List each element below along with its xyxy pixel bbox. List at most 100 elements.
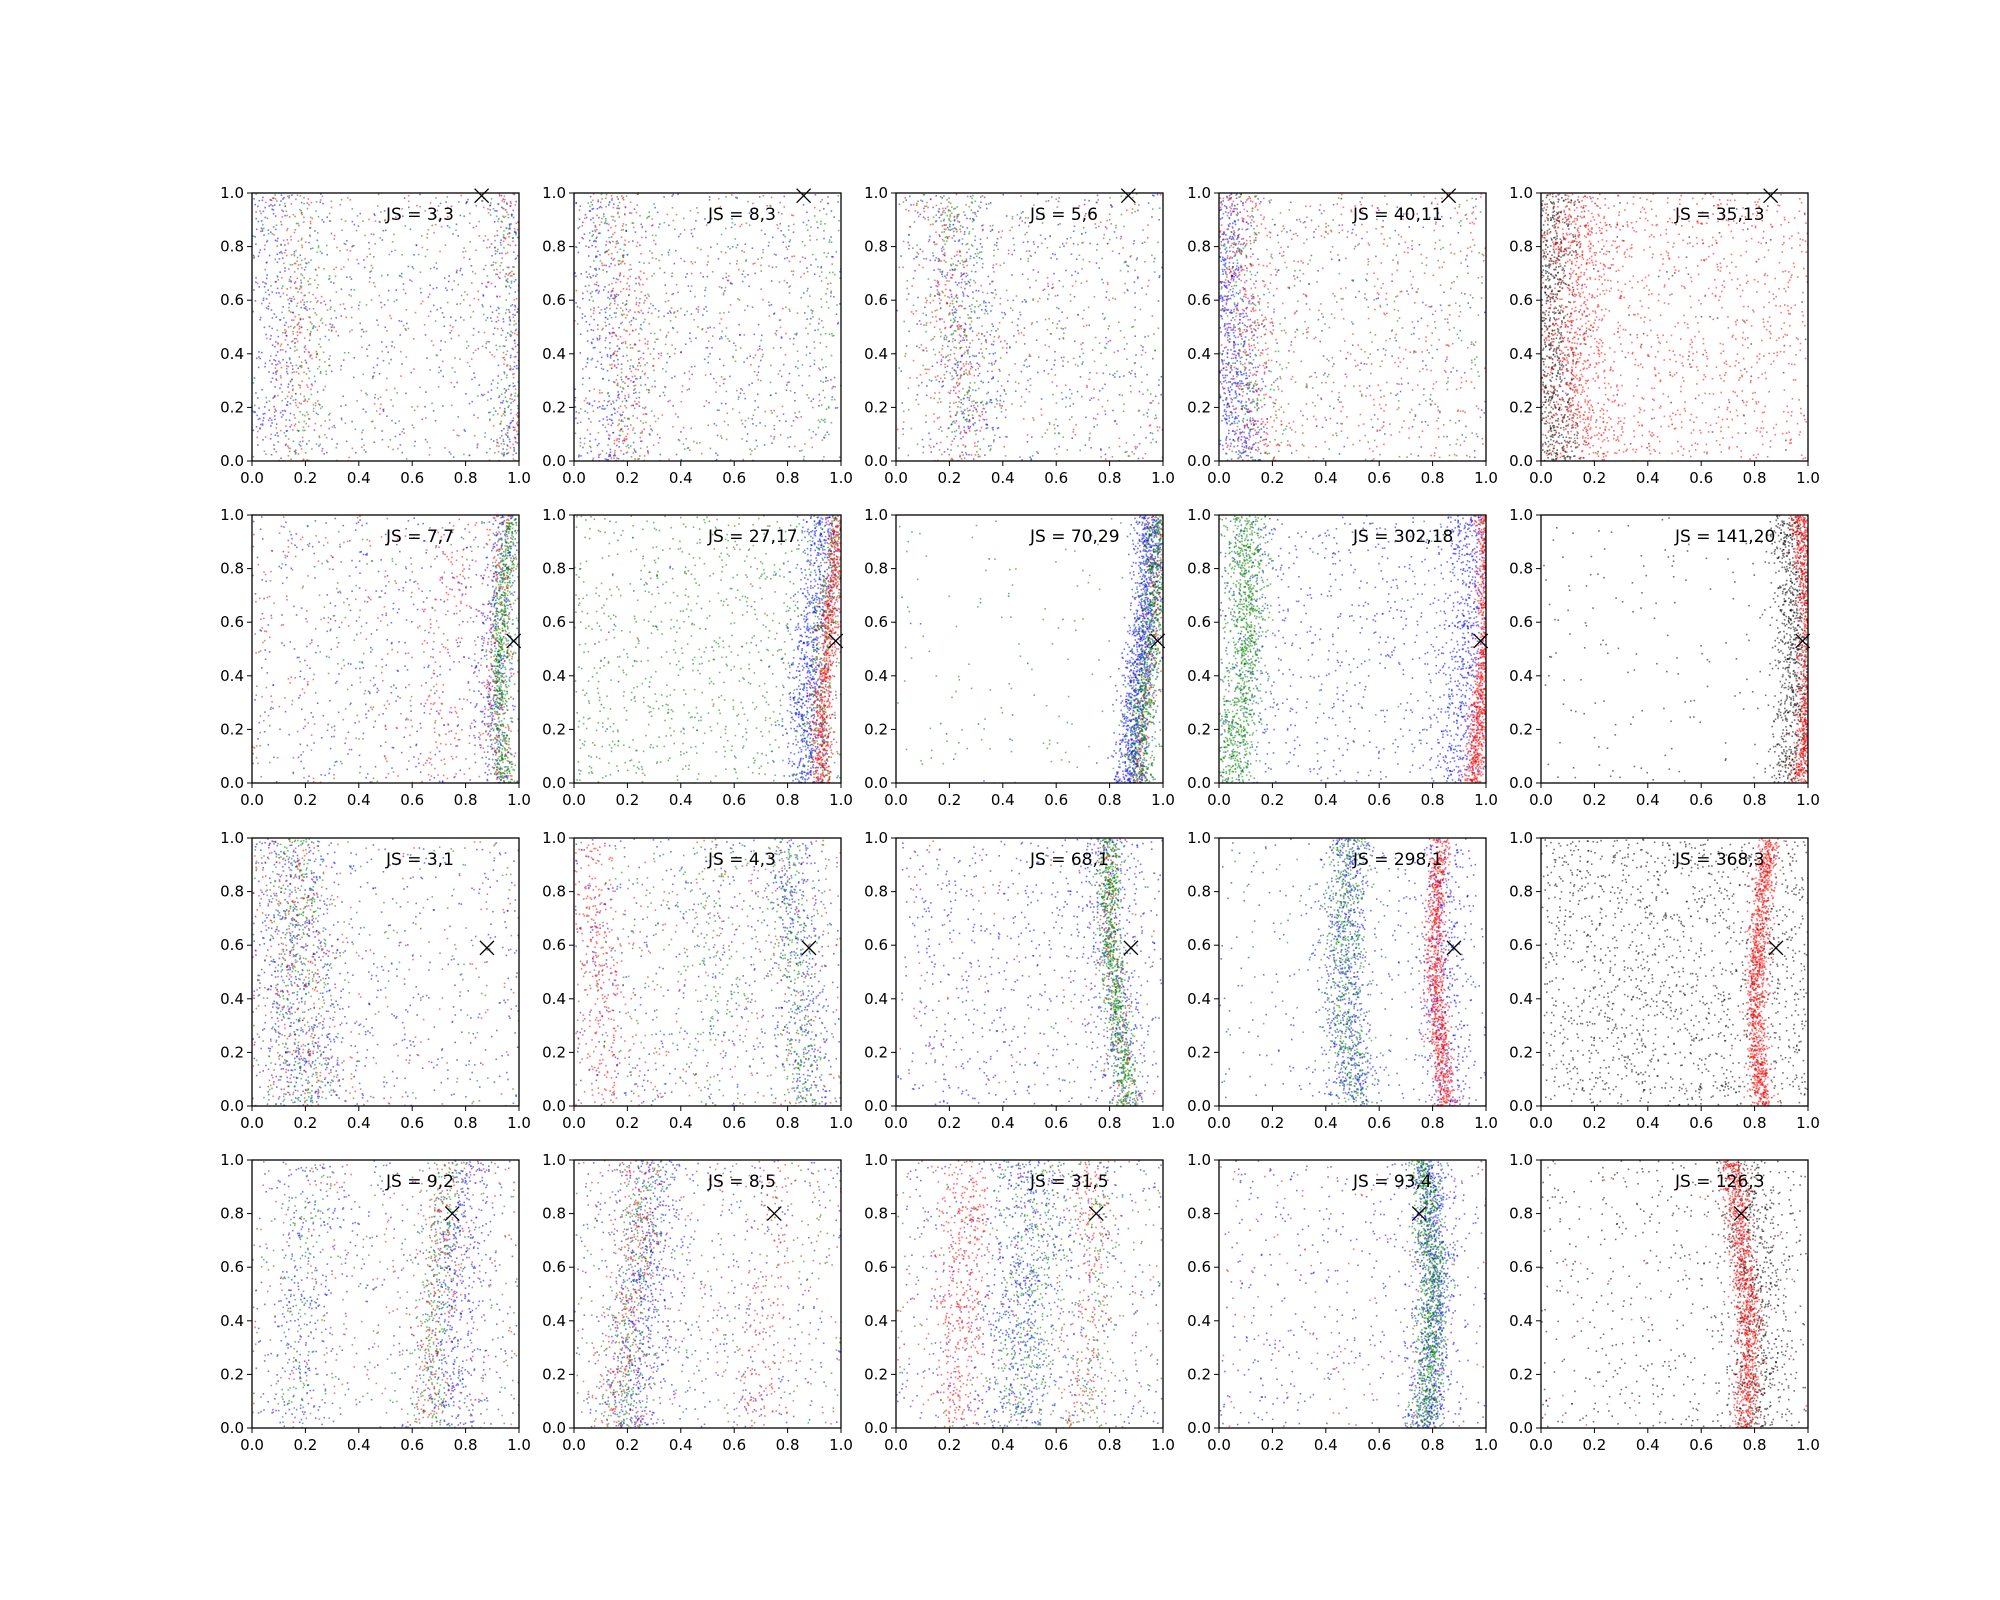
data-point — [498, 252, 501, 255]
data-point — [592, 199, 594, 202]
data-point — [1016, 324, 1019, 327]
data-point — [363, 444, 365, 446]
data-point — [344, 308, 346, 310]
data-point — [267, 419, 270, 422]
data-point — [968, 346, 971, 348]
data-point — [753, 262, 756, 264]
data-point — [645, 413, 648, 415]
data-point — [436, 209, 439, 212]
data-point — [1138, 204, 1140, 206]
data-point — [483, 331, 486, 334]
data-point — [620, 449, 622, 452]
data-point — [827, 283, 829, 285]
data-point — [507, 436, 509, 439]
data-point — [943, 224, 945, 226]
data-point — [464, 291, 466, 293]
data-point — [954, 422, 956, 424]
data-point — [382, 359, 385, 362]
data-point — [505, 339, 508, 341]
data-point — [693, 319, 695, 321]
data-point — [509, 369, 512, 371]
data-point — [1003, 390, 1006, 392]
data-point — [259, 249, 262, 251]
data-point — [818, 405, 820, 407]
data-point — [608, 298, 611, 300]
data-point — [736, 244, 739, 246]
data-point — [275, 410, 277, 412]
data-point — [641, 226, 643, 229]
data-point — [257, 220, 260, 223]
data-point — [987, 391, 990, 394]
data-point — [640, 252, 642, 255]
data-point — [427, 228, 430, 231]
data-point — [286, 227, 289, 230]
data-point — [1011, 253, 1013, 256]
data-point — [446, 289, 448, 292]
data-point — [625, 399, 627, 402]
data-point — [1114, 372, 1116, 375]
data-point — [305, 348, 307, 351]
data-point — [622, 255, 624, 257]
data-point — [672, 292, 675, 295]
data-point — [253, 289, 255, 291]
data-point — [964, 281, 966, 283]
data-point — [1131, 208, 1134, 210]
data-point — [1003, 388, 1005, 391]
data-point — [639, 420, 642, 422]
data-point — [649, 250, 651, 252]
data-point — [719, 205, 722, 208]
data-point — [600, 206, 603, 209]
data-point — [731, 218, 733, 220]
data-point — [490, 198, 493, 200]
data-point — [308, 351, 310, 354]
data-point — [694, 261, 696, 263]
data-point — [693, 228, 696, 230]
data-point — [1145, 436, 1147, 439]
data-point — [934, 294, 936, 297]
data-point — [968, 419, 971, 421]
data-point — [500, 239, 502, 241]
data-point — [317, 400, 319, 402]
data-point — [1052, 286, 1055, 289]
data-point — [1049, 333, 1052, 335]
data-point — [955, 294, 958, 296]
data-point — [370, 299, 373, 301]
data-point — [620, 262, 622, 265]
data-point — [312, 407, 315, 410]
data-point — [511, 420, 513, 422]
data-point — [627, 360, 629, 362]
data-point — [1070, 253, 1073, 255]
data-point — [932, 348, 935, 351]
data-point — [953, 320, 956, 323]
data-point — [705, 400, 708, 402]
data-point — [317, 284, 320, 286]
data-point — [624, 244, 627, 246]
data-point — [920, 199, 922, 202]
data-point — [1086, 385, 1088, 387]
data-point — [402, 283, 405, 285]
data-point — [751, 418, 753, 420]
data-point — [512, 240, 514, 243]
data-point — [774, 332, 777, 335]
data-point — [271, 233, 274, 235]
data-point — [810, 264, 812, 266]
data-point — [1158, 276, 1161, 279]
x-tick-label: 0.0 — [240, 469, 264, 487]
data-point — [716, 434, 719, 437]
data-point — [1078, 205, 1081, 207]
data-point — [690, 313, 693, 315]
data-point — [995, 293, 997, 296]
data-point — [735, 196, 737, 199]
data-point — [512, 382, 514, 385]
data-point — [974, 235, 977, 238]
data-point — [515, 364, 518, 367]
data-point — [833, 216, 835, 218]
data-point — [952, 263, 954, 265]
data-point — [631, 222, 634, 224]
data-point — [617, 294, 620, 296]
data-point — [289, 276, 292, 278]
data-point — [601, 217, 603, 220]
data-point — [805, 346, 808, 348]
data-point — [316, 239, 319, 242]
data-point — [628, 285, 631, 287]
